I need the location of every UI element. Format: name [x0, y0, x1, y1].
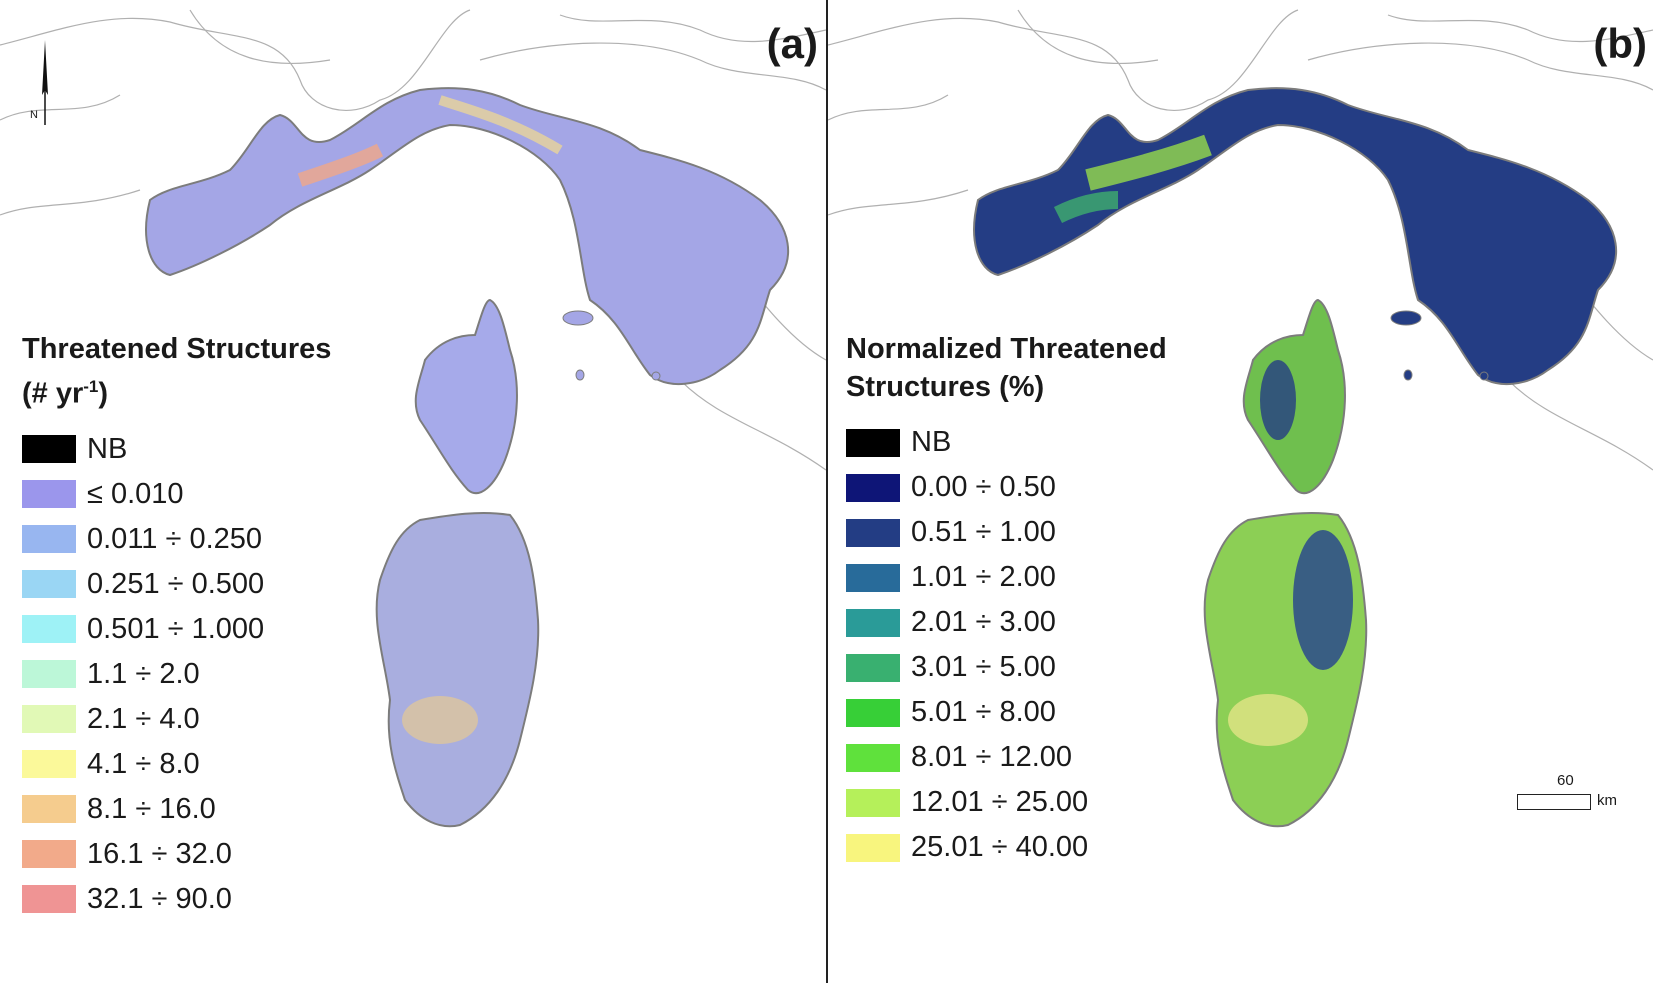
- legend-swatch: [846, 428, 900, 457]
- legend-swatch: [22, 840, 76, 869]
- legend-swatch: [846, 743, 900, 772]
- legend-label: 2.1 ÷ 4.0: [87, 702, 200, 735]
- legend-label: 1.1 ÷ 2.0: [87, 657, 200, 690]
- legend-swatch: [22, 570, 76, 599]
- legend-swatch: [22, 435, 76, 464]
- scale-bar-unit: km: [1597, 792, 1617, 809]
- legend-item: 1.1 ÷ 2.0: [22, 652, 331, 697]
- island: [575, 369, 585, 381]
- corsica-region: [414, 298, 518, 495]
- legend-label: ≤ 0.010: [87, 477, 184, 510]
- panel-b: (b) Normalized Threatened Structures (%)…: [828, 0, 1653, 983]
- legend-swatch: [22, 525, 76, 554]
- legend-item: 2.1 ÷ 4.0: [22, 697, 331, 742]
- scale-bar-value: 60: [1557, 772, 1574, 789]
- legend-label: 32.1 ÷ 90.0: [87, 882, 232, 915]
- legend-swatch: [22, 705, 76, 734]
- panel-divider: [826, 0, 828, 983]
- island: [562, 310, 594, 326]
- legend-title-b: Normalized Threatened Structures (%): [846, 333, 1167, 403]
- legend-item: 0.51 ÷ 1.00: [846, 510, 1167, 555]
- legend-label: 8.1 ÷ 16.0: [87, 792, 216, 825]
- island: [1479, 371, 1489, 381]
- island: [651, 371, 661, 381]
- legend-label: NB: [87, 432, 128, 465]
- legend-title-a: Threatened Structures (# yr-1): [22, 333, 332, 410]
- legend-item: 32.1 ÷ 90.0: [22, 877, 331, 922]
- legend-item: 5.01 ÷ 8.00: [846, 690, 1167, 735]
- legend-swatch: [846, 608, 900, 637]
- map-threatened-structures: [0, 9, 826, 828]
- panel-label-b: (b): [1593, 20, 1647, 67]
- legend-item: 8.01 ÷ 12.00: [846, 735, 1167, 780]
- island: [1390, 310, 1422, 326]
- legend-swatch: [22, 885, 76, 914]
- north-label: N: [30, 109, 38, 121]
- legend-swatch: [846, 698, 900, 727]
- coastal-hotspot: [297, 143, 384, 187]
- legend-label: 1.01 ÷ 2.00: [911, 561, 1056, 593]
- legend-item: 0.00 ÷ 0.50: [846, 465, 1167, 510]
- legend-label: 2.01 ÷ 3.00: [911, 606, 1056, 638]
- high-value-area: [1228, 694, 1308, 746]
- legend-item: 8.1 ÷ 16.0: [22, 787, 331, 832]
- panel-a: (a) N Threatened Structures (# yr-1) NB ≤ …: [0, 0, 826, 983]
- legend-item: 0.251 ÷ 0.500: [22, 562, 331, 607]
- map-normalized-threatened-structures: [828, 9, 1653, 828]
- mainland-region: [145, 87, 789, 386]
- scale-bar-rect: [1517, 794, 1591, 810]
- legend-label: 0.251 ÷ 0.500: [87, 567, 265, 600]
- legend-item: 1.01 ÷ 2.00: [846, 555, 1167, 600]
- north-arrow-icon: [42, 40, 48, 125]
- legend-label: 16.1 ÷ 32.0: [87, 837, 232, 870]
- legend-item: 2.01 ÷ 3.00: [846, 600, 1167, 645]
- legend-b: Normalized Threatened Structures (%) NB 0…: [846, 330, 1167, 870]
- legend-swatch: [846, 653, 900, 682]
- coastal-hotspot: [438, 95, 563, 155]
- legend-item: 16.1 ÷ 32.0: [22, 832, 331, 877]
- legend-item: 25.01 ÷ 40.00: [846, 825, 1167, 870]
- legend-swatch: [22, 615, 76, 644]
- legend-swatch: [846, 788, 900, 817]
- legend-label: 0.011 ÷ 0.250: [87, 522, 263, 555]
- legend-swatch: [846, 833, 900, 862]
- legend-item: 12.01 ÷ 25.00: [846, 780, 1167, 825]
- legend-a: Threatened Structures (# yr-1) NB ≤ 0.010 0…: [22, 330, 331, 922]
- admin-boundaries: [828, 9, 1653, 471]
- legend-label: 5.01 ÷ 8.00: [911, 696, 1056, 728]
- legend-item: 0.501 ÷ 1.000: [22, 607, 331, 652]
- legend-label: 0.00 ÷ 0.50: [911, 471, 1056, 503]
- legend-swatch: [846, 473, 900, 502]
- legend-label: 25.01 ÷ 40.00: [911, 831, 1089, 863]
- legend-item: 0.011 ÷ 0.250: [22, 517, 331, 562]
- legend-label: 4.1 ÷ 8.0: [87, 747, 200, 780]
- high-value-area: [1053, 191, 1119, 224]
- legend-item: NB: [22, 427, 331, 472]
- legend-label: 3.01 ÷ 5.00: [911, 651, 1056, 683]
- legend-swatch: [22, 795, 76, 824]
- legend-swatch: [846, 563, 900, 592]
- legend-item: ≤ 0.010: [22, 472, 331, 517]
- legend-label: 12.01 ÷ 25.00: [911, 786, 1089, 818]
- legend-label: NB: [911, 426, 952, 458]
- legend-swatch: [22, 480, 76, 509]
- legend-label: 0.51 ÷ 1.00: [911, 516, 1056, 548]
- legend-item: 4.1 ÷ 8.0: [22, 742, 331, 787]
- legend-label: 0.501 ÷ 1.000: [87, 612, 265, 645]
- legend-swatch: [22, 750, 76, 779]
- panel-label-a: (a): [766, 20, 818, 67]
- island: [1403, 369, 1413, 381]
- low-value-area: [1260, 360, 1296, 440]
- legend-item: 3.01 ÷ 5.00: [846, 645, 1167, 690]
- legend-swatch: [22, 660, 76, 689]
- legend-item: NB: [846, 420, 1167, 465]
- legend-swatch: [846, 518, 900, 547]
- hotspot-area: [402, 696, 478, 744]
- high-value-area: [1085, 134, 1212, 191]
- sardinia-region: [375, 511, 540, 828]
- low-value-area: [1293, 530, 1353, 670]
- legend-label: 8.01 ÷ 12.00: [911, 741, 1073, 773]
